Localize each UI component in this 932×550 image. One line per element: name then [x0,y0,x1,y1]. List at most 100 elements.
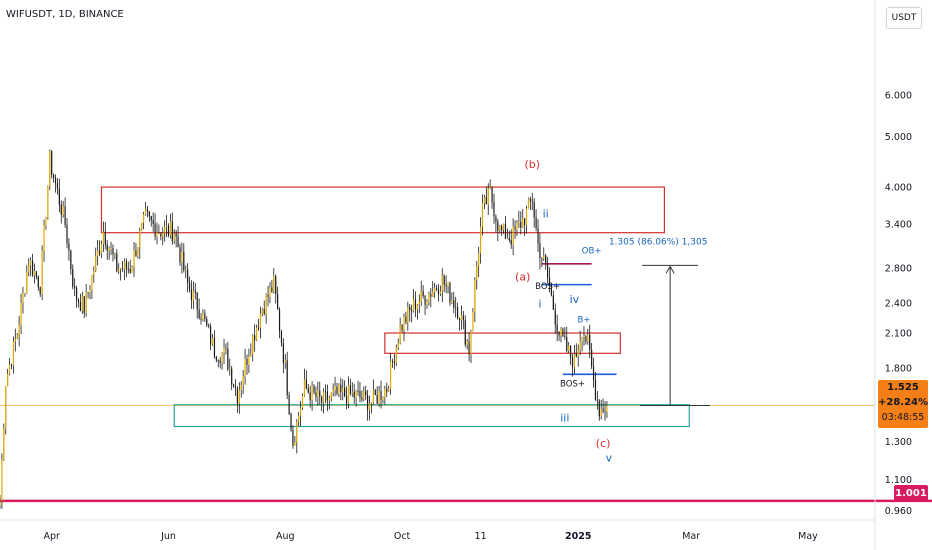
candle-body [305,379,307,389]
candle-body [35,271,37,277]
currency-button[interactable]: USDT [886,7,922,29]
candle-body [441,275,443,292]
candle-body [144,208,147,215]
candle-body [7,374,9,387]
candle-body [514,226,516,230]
candle-body [269,287,271,298]
candle-body [51,151,53,175]
candle-body [221,352,223,363]
candle-body [211,337,214,345]
candle-body [75,288,78,300]
candle-body [68,243,70,251]
candle-body [257,327,260,329]
candle-body [365,391,367,396]
candle-body [407,307,409,323]
candle-body [518,221,520,224]
candle-body [604,411,606,413]
price-change: +28.24% [878,397,929,408]
candle-body [210,326,212,345]
candle-body [571,356,574,368]
candle-body [457,307,459,319]
candle-body [472,311,474,332]
candle-body [70,250,72,270]
candle-body [200,318,202,320]
candle-body [18,325,20,335]
candle-body [577,349,579,357]
candle-body [478,253,480,267]
candle-body [271,287,273,292]
candle-body [562,328,564,337]
candle-body [382,397,384,400]
candle-body [451,300,453,303]
y-tick-label: 6.000 [885,91,912,102]
candle-body [54,177,57,184]
candle-body [568,345,570,351]
candle-body [278,309,281,332]
candle-body [187,269,189,283]
candle-body [554,309,556,325]
candle-body [146,208,149,212]
candle-body [322,391,325,403]
candle-body [462,315,464,321]
candle-body [30,260,32,266]
candle-body [372,390,374,403]
candle-body [397,342,399,348]
y-tick-label: 2.800 [885,263,912,274]
candle-body [252,335,254,355]
y-tick-label: 3.400 [885,219,912,230]
candle-body [411,310,413,312]
candle-body [506,238,508,240]
candle-body [556,324,558,332]
candle-body [344,388,346,396]
current-price-tag: 1.525 +28.24% 03:48:55 [878,380,928,428]
candle-body [162,232,164,237]
candle-body [56,183,59,189]
candle-body [395,347,397,364]
candle-body [409,307,411,311]
candle-body [357,391,359,392]
candle-body [93,271,95,275]
candle-body [175,233,177,237]
candle-body [91,274,93,290]
candle-body [600,408,602,417]
candle-body [120,267,122,270]
candle-body [1,459,3,502]
candle-body [248,356,250,365]
candle-body [24,293,26,294]
candle-body [53,174,55,178]
candle-body [531,201,533,203]
candle-body [579,341,581,350]
candle-body [424,296,426,305]
candle-body [188,282,191,290]
x-tick-label: Apr [43,531,60,542]
candle-body [384,388,386,398]
candle-body [345,395,348,404]
candle-body [439,291,441,294]
candle-body [104,231,106,245]
candle-body [223,348,225,353]
candle-body [10,364,13,366]
wave-label: ii [543,207,549,220]
candle-body [41,250,43,294]
candle-body [516,223,518,230]
candle-body [499,226,501,231]
candle-body [535,217,537,229]
candle-body [434,287,436,292]
annotation-label: B+ [577,315,590,325]
candle-body [525,208,528,225]
candle-body [296,421,298,443]
candle-body [573,353,575,368]
candle-body [558,331,560,336]
candle-body [324,391,327,393]
zone-box [384,332,621,354]
candle-body [502,223,505,230]
candle-body [545,255,547,263]
projection-label: 1.305 (86.06%) 1,305 [609,237,708,247]
candle-body [414,299,417,310]
candle-body [445,284,447,287]
candle-body [85,292,87,313]
candle-body [298,415,300,422]
symbol-title: WIFUSDT, 1D, BINANCE [6,9,124,20]
candle-countdown: 03:48:55 [881,412,925,423]
